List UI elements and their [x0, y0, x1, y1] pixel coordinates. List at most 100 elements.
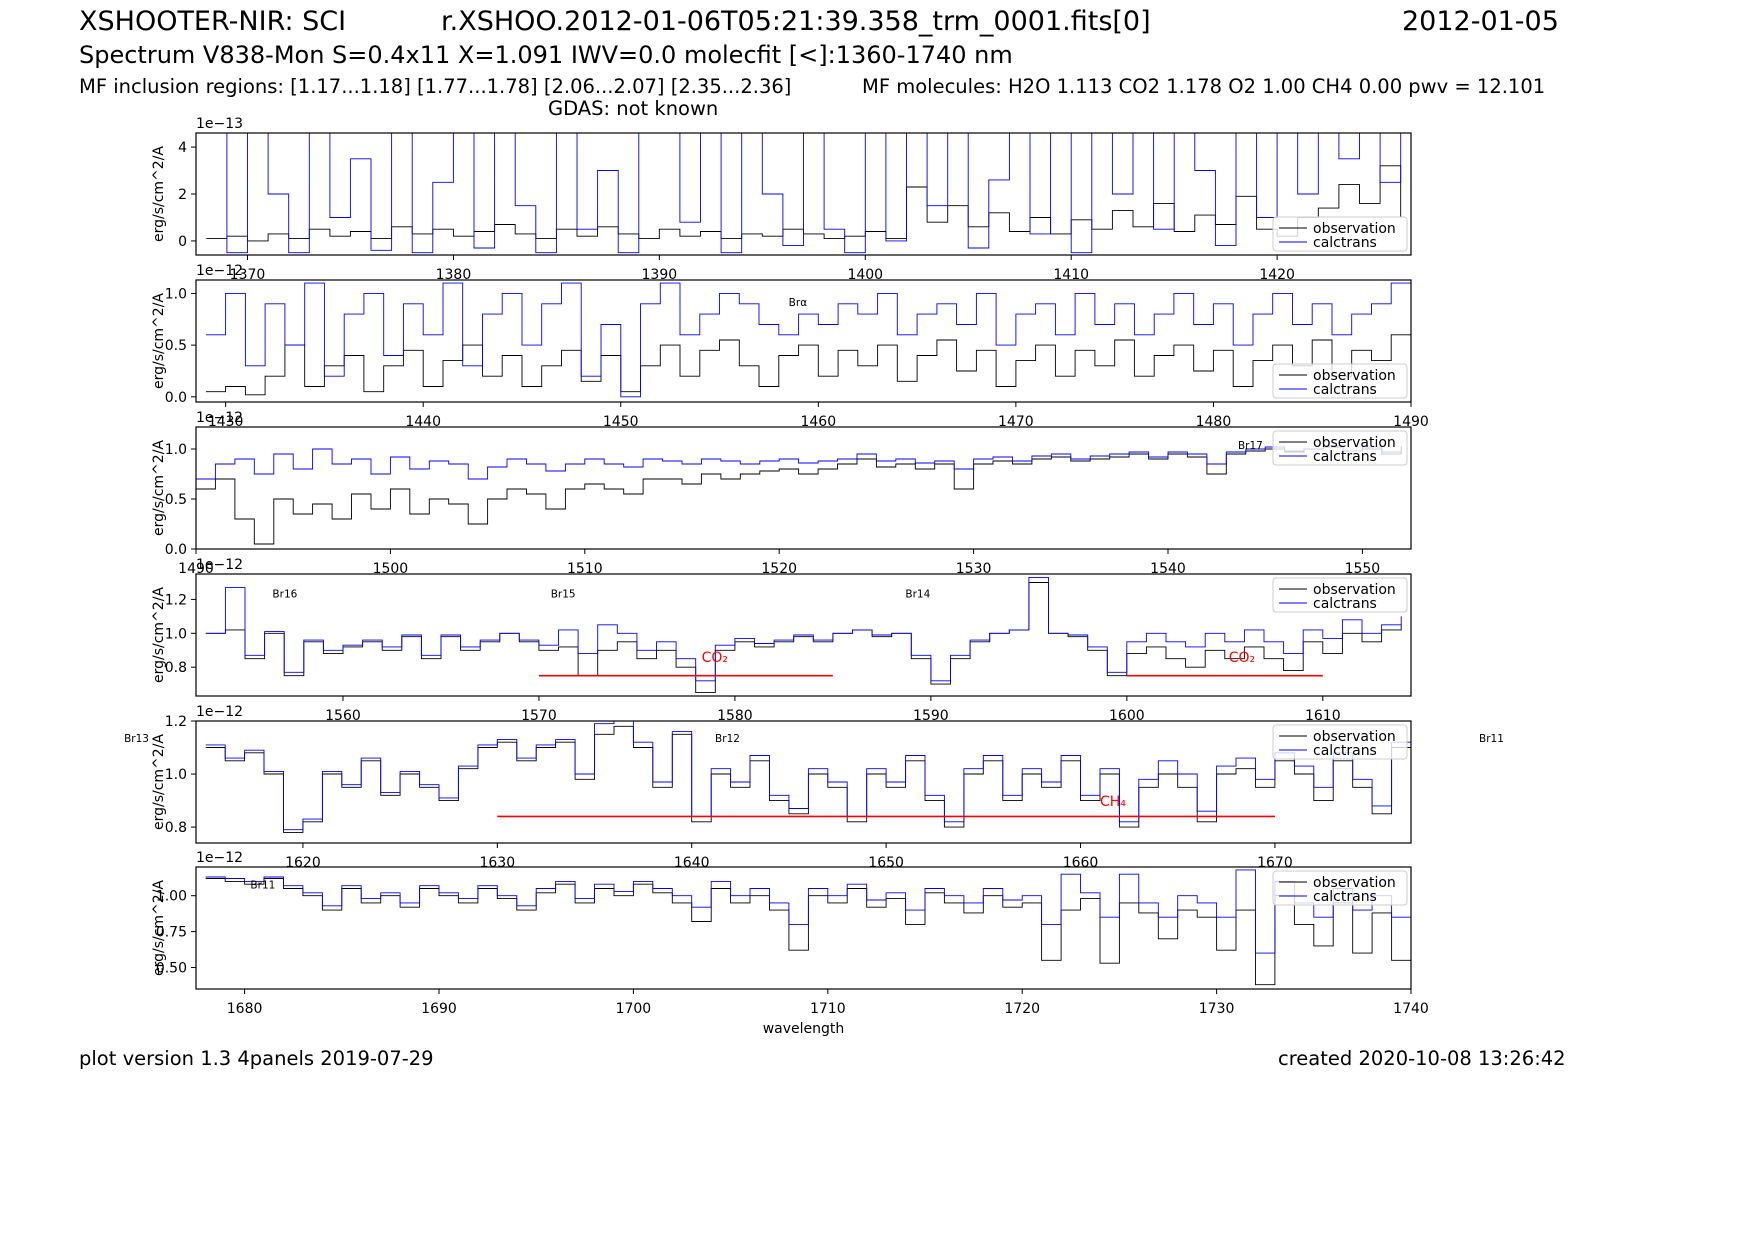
plot-frame — [195, 866, 1412, 990]
legend-label-observation: observation — [1313, 221, 1396, 237]
x-tick-label: 1510 — [567, 561, 603, 577]
x-tick-label: 1740 — [1393, 1001, 1429, 1017]
legend-label-observation: observation — [1313, 729, 1396, 745]
x-tick-label: 1680 — [227, 1001, 263, 1017]
annotation-label: Br17 — [1238, 440, 1263, 452]
plot-frame — [195, 573, 1412, 697]
legend-label-calctrans: calctrans — [1313, 889, 1377, 905]
header-instrument: XSHOOTER-NIR: SCI — [79, 6, 347, 37]
plot-frame — [195, 279, 1412, 403]
y-tick-label: 1.2 — [165, 714, 187, 730]
header-filename: r.XSHOO.2012-01-06T05:21:39.358_trm_0001… — [441, 6, 1151, 37]
panel-2: Brα 1430 1440 1450 1460 1470 1480 1490 0.0 0.5 1.0… — [151, 263, 1429, 430]
panel-3: Br17 1490 1500 1510 1520 1530 1540 1550 0.0 0.5 1.… — [151, 410, 1412, 577]
x-tick-label: 1610 — [1305, 708, 1341, 724]
legend-label-calctrans: calctrans — [1313, 596, 1377, 612]
x-tick-label: 1480 — [1196, 414, 1232, 430]
x-tick-label: 1550 — [1345, 561, 1381, 577]
y-axis-label: erg/s/cm^2/A — [151, 880, 167, 976]
annotation-label: Br11 — [250, 880, 275, 892]
y-tick-label: 0.8 — [165, 660, 187, 676]
x-tick-label: 1670 — [1257, 855, 1293, 871]
annotation-label: CO₂ — [1229, 650, 1255, 666]
annotation-label: Br16 — [272, 589, 297, 601]
header-date: 2012-01-05 — [1402, 6, 1559, 37]
x-tick-label: 1730 — [1199, 1001, 1235, 1017]
y-tick-label: 0.5 — [165, 492, 187, 508]
x-tick-label: 1630 — [479, 855, 515, 871]
series-calctrans — [205, 869, 1411, 954]
x-tick-label: 1650 — [868, 855, 904, 871]
x-tick-label: 1620 — [285, 855, 321, 871]
legend-label-observation: observation — [1313, 582, 1396, 598]
legend-label-calctrans: calctrans — [1313, 449, 1377, 465]
plot-frame — [195, 720, 1412, 844]
y-tick-label: 0.8 — [165, 820, 187, 836]
legend-label-calctrans: calctrans — [1313, 235, 1377, 251]
x-tick-label: 1530 — [956, 561, 992, 577]
header-gdas: GDAS: not known — [548, 97, 719, 120]
x-tick-label: 1520 — [761, 561, 797, 577]
y-axis-label: erg/s/cm^2/A — [151, 440, 167, 536]
footer-version: plot version 1.3 4panels 2019-07-29 — [79, 1047, 434, 1070]
y-tick-label: 0.50 — [156, 960, 187, 976]
y-tick-label: 0.5 — [165, 338, 187, 354]
y-offset-label: 1e−12 — [196, 704, 243, 720]
x-tick-label: 1470 — [998, 414, 1034, 430]
x-tick-label: 1640 — [674, 855, 710, 871]
plot-frame — [195, 426, 1412, 550]
y-offset-label: 1e−12 — [196, 263, 243, 279]
y-tick-label: 0.0 — [165, 542, 187, 558]
y-axis-label: erg/s/cm^2/A — [151, 734, 167, 830]
y-axis-label: erg/s/cm^2/A — [151, 146, 167, 242]
header-molecules: MF molecules: H2O 1.113 CO2 1.178 O2 1.0… — [862, 75, 1546, 98]
annotation-label: CO₂ — [702, 650, 728, 666]
series-calctrans — [205, 576, 1402, 682]
x-tick-label: 1450 — [603, 414, 639, 430]
series-observation — [205, 334, 1411, 396]
annotation-label: Brα — [789, 297, 808, 309]
x-tick-label: 1410 — [1053, 267, 1089, 283]
x-tick-label: 1380 — [436, 267, 472, 283]
y-offset-label: 1e−12 — [196, 410, 243, 426]
footer-created: created 2020-10-08 13:26:42 — [1278, 1047, 1566, 1070]
y-axis-label: erg/s/cm^2/A — [151, 587, 167, 683]
x-tick-label: 1710 — [810, 1001, 846, 1017]
legend-label-observation: observation — [1313, 875, 1396, 891]
series-observation — [196, 446, 1402, 545]
x-tick-label: 1490 — [178, 561, 214, 577]
x-tick-label: 1660 — [1063, 855, 1099, 871]
panel-1: 1370 1380 1390 1400 1410 1420 0 2 4 1e−13 erg/s/cm… — [151, 116, 1412, 283]
legend-label-calctrans: calctrans — [1313, 382, 1377, 398]
y-tick-label: 0.75 — [156, 925, 187, 941]
x-tick-label: 1400 — [847, 267, 883, 283]
y-tick-label: 1.0 — [165, 286, 187, 302]
y-offset-label: 1e−12 — [196, 557, 243, 573]
x-tick-label: 1420 — [1259, 267, 1295, 283]
x-tick-label: 1370 — [230, 267, 266, 283]
x-tick-label: 1390 — [642, 267, 678, 283]
y-tick-label: 4 — [178, 140, 187, 156]
y-tick-label: 1.2 — [165, 592, 187, 608]
annotation-label: Br12 — [715, 733, 740, 745]
x-axis-label: wavelength — [763, 1021, 845, 1037]
header-inclusion-regions: MF inclusion regions: [1.17...1.18] [1.7… — [79, 75, 792, 98]
x-tick-label: 1580 — [717, 708, 753, 724]
y-tick-label: 1.00 — [156, 889, 187, 905]
y-tick-label: 1.0 — [165, 767, 187, 783]
x-tick-label: 1540 — [1150, 561, 1186, 577]
series-calctrans — [196, 445, 1402, 480]
x-tick-label: 1690 — [421, 1001, 457, 1017]
panel-4: Br16 Br15 Br14 CO₂ CO₂ 1560 1570 1580 1590 1600 16… — [151, 557, 1412, 724]
x-tick-label: 1430 — [208, 414, 244, 430]
series-calctrans — [206, 133, 1402, 254]
legend-label-observation: observation — [1313, 368, 1396, 384]
annotation-label: Br11 — [1479, 733, 1504, 745]
annotation-label: Br13 — [124, 733, 149, 745]
